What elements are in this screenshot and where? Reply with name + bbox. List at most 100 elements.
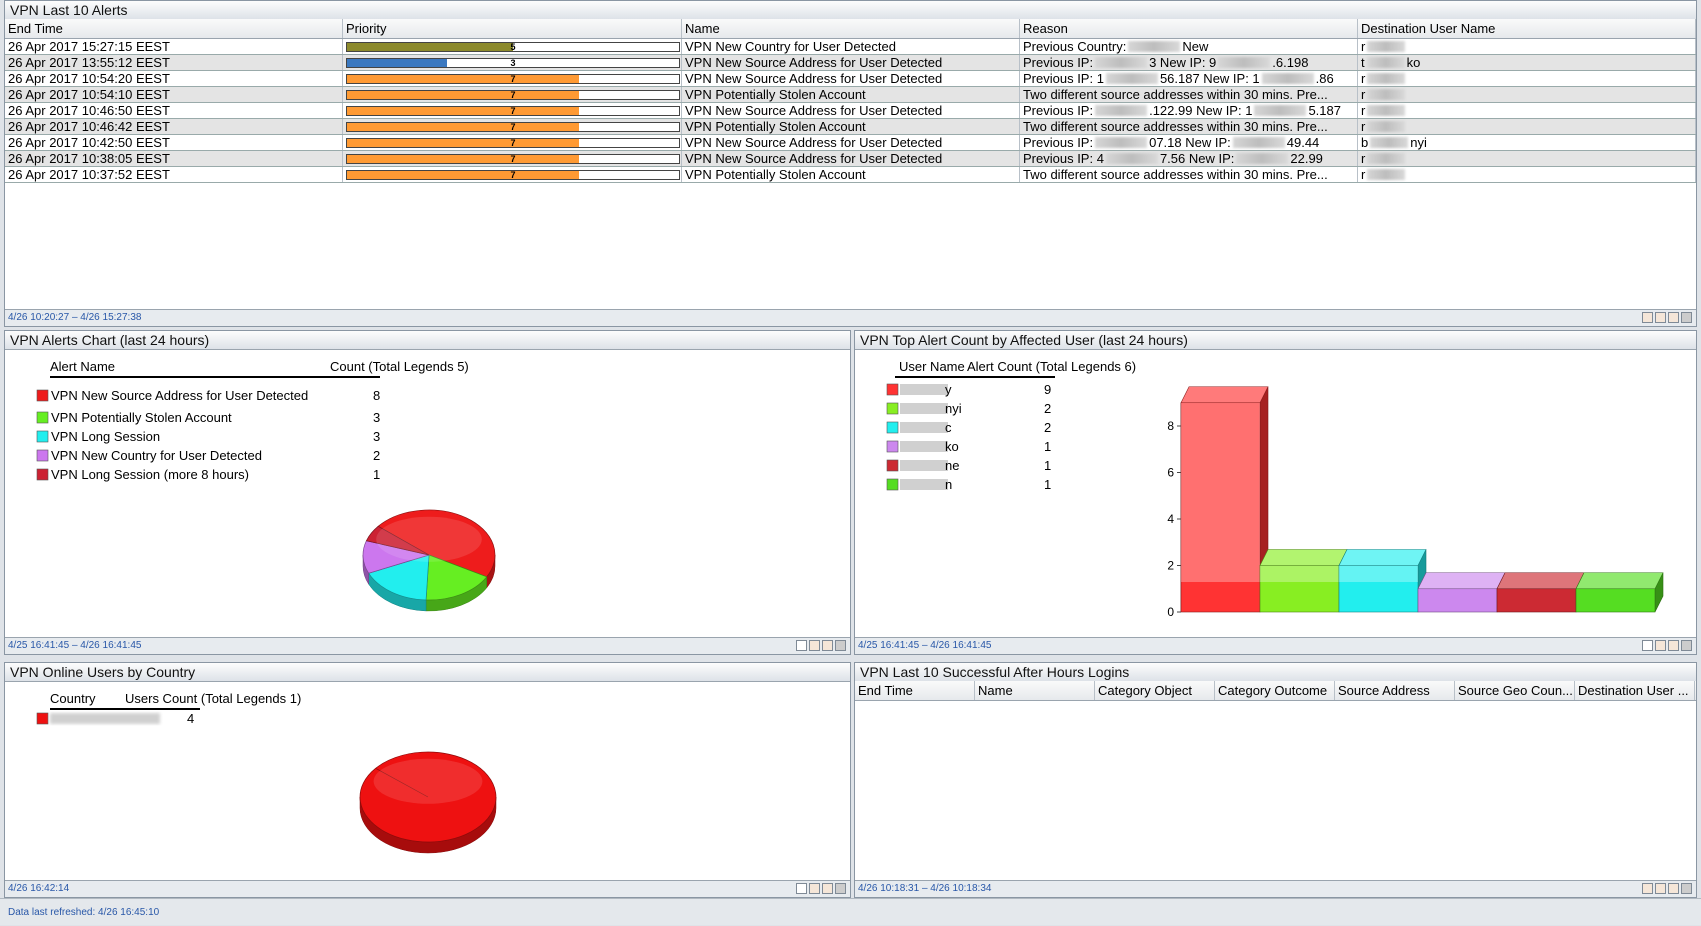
end-time-cell: 26 Apr 2017 13:55:12 EEST <box>5 55 343 70</box>
reason-text: New <box>1182 39 1209 54</box>
priority-value: 7 <box>510 74 516 84</box>
user-text: r <box>1361 167 1366 182</box>
priority-value: 7 <box>510 90 516 100</box>
panel-title: VPN Last 10 Alerts <box>5 1 1696 20</box>
panel-tools[interactable] <box>1642 883 1692 894</box>
name-cell: VPN Potentially Stolen Account <box>682 119 1020 134</box>
panel-tools[interactable] <box>796 883 846 894</box>
user-text: r <box>1361 87 1366 102</box>
alert-name: VPN New Source Address for User Detected <box>685 55 943 70</box>
priority-value: 7 <box>510 106 516 116</box>
priority-value: 7 <box>510 154 516 164</box>
panel-tools[interactable] <box>796 640 846 651</box>
bar-top <box>1575 572 1664 590</box>
user-text: r <box>1361 119 1366 134</box>
reason-text: Previous IP: <box>1023 103 1094 118</box>
panel-title: VPN Alerts Chart (last 24 hours) <box>5 331 850 350</box>
table-row: 26 Apr 2017 10:54:10 EEST 7 VPN Potentiall… <box>5 87 1696 103</box>
panel-tools[interactable] <box>1642 312 1692 323</box>
reason-text: Previous Country: <box>1023 39 1127 54</box>
alert-name: VPN Potentially Stolen Account <box>685 87 866 102</box>
reason-text: 07.18 New IP: <box>1149 135 1231 150</box>
table-header: End Time Priority Name Reason Destination Us… <box>5 19 1696 39</box>
redacted <box>900 460 948 471</box>
table-row: 26 Apr 2017 10:37:52 EEST 7 VPN Potentiall… <box>5 167 1696 183</box>
reason-text: Two different source addresses within 30… <box>1023 167 1328 182</box>
legend-count: 3 <box>373 429 380 444</box>
column-header: Source Address <box>1335 681 1455 700</box>
bar-top <box>1338 549 1427 566</box>
user-chart-panel: VPN Top Alert Count by Affected User (la… <box>854 330 1697 655</box>
redacted <box>1095 105 1148 116</box>
priority-track: 7 <box>346 154 680 164</box>
alert-name: VPN New Source Address for User Detected <box>685 135 943 150</box>
priority-track: 7 <box>346 170 680 180</box>
pie-slice <box>359 751 497 843</box>
bar-top <box>1496 572 1585 590</box>
redacted <box>1370 137 1409 148</box>
legend-label: ko <box>945 439 959 454</box>
redacted <box>1105 73 1158 84</box>
legend-label: VPN Long Session (more 8 hours) <box>51 467 249 482</box>
priority-track: 7 <box>346 74 680 84</box>
legend-count: 1 <box>1044 477 1051 492</box>
priority-value: 7 <box>510 122 516 132</box>
column-header: Priority <box>343 19 682 38</box>
redacted <box>1218 57 1271 68</box>
bar <box>1417 588 1498 613</box>
name-cell: VPN New Source Address for User Detected <box>682 151 1020 166</box>
reason-text: 7.56 New IP: <box>1159 151 1235 166</box>
reason-text: Two different source addresses within 30… <box>1023 119 1328 134</box>
reason-cell: Previous IP: .122.99 New IP: 1 5.187 <box>1020 103 1358 118</box>
priority-bar <box>347 43 513 51</box>
table-row: 26 Apr 2017 10:42:50 EEST 7 VPN New Source… <box>5 135 1696 151</box>
y-tick-label: 6 <box>1167 466 1174 480</box>
reason-text: 56.187 New IP: 1 <box>1159 71 1260 86</box>
redacted <box>900 403 948 414</box>
legend-label: n <box>945 477 952 492</box>
user-text: r <box>1361 39 1366 54</box>
name-cell: VPN New Source Address for User Detected <box>682 103 1020 118</box>
reason-text: Previous IP: 4 <box>1023 151 1104 166</box>
priority-cell: 7 <box>343 87 682 102</box>
redacted <box>900 479 948 490</box>
redacted <box>900 422 948 433</box>
alerts-panel: VPN Last 10 Alerts End Time Priority Name R… <box>4 0 1697 327</box>
panel-title: VPN Online Users by Country <box>5 663 850 682</box>
legend-swatch <box>886 440 899 453</box>
reason-cell: Two different source addresses within 30… <box>1020 87 1358 102</box>
priority-value: 3 <box>510 58 516 68</box>
reason-text: Previous IP: 1 <box>1023 71 1104 86</box>
end-time: 26 Apr 2017 10:37:52 EEST <box>8 167 170 182</box>
column-header: Source Geo Coun... <box>1455 681 1575 700</box>
reason-cell: Previous IP: 1 56.187 New IP: 1 .86 <box>1020 71 1358 86</box>
user-text: t <box>1361 55 1365 70</box>
user-text: b <box>1361 135 1369 150</box>
time-range-text: 4/26 16:42:14 <box>8 883 70 894</box>
reason-cell: Previous IP: 4 7.56 New IP: 22.99 <box>1020 151 1358 166</box>
redacted <box>1367 121 1406 132</box>
bar-shine <box>1181 402 1260 582</box>
priority-track: 7 <box>346 138 680 148</box>
redacted <box>900 441 948 452</box>
legend-swatch <box>886 402 899 415</box>
legend-label: VPN Potentially Stolen Account <box>51 410 232 425</box>
end-time: 26 Apr 2017 10:42:50 EEST <box>8 135 170 150</box>
bar-shine <box>1339 565 1418 582</box>
panel-tools[interactable] <box>1642 640 1692 651</box>
redacted <box>1128 41 1181 52</box>
end-time: 26 Apr 2017 10:46:50 EEST <box>8 103 170 118</box>
legend-swatch <box>36 468 49 481</box>
pie-chart: Alert Name Count (Total Legends 5) VPN New… <box>36 359 496 612</box>
end-time: 26 Apr 2017 10:38:05 EEST <box>8 151 170 166</box>
table-row: 26 Apr 2017 10:46:50 EEST 7 VPN New Source… <box>5 103 1696 119</box>
redacted <box>1095 137 1148 148</box>
name-cell: VPN New Country for User Detected <box>682 39 1020 54</box>
legend-label: c <box>945 420 952 435</box>
user-text: ko <box>1406 55 1421 70</box>
bar-shine <box>1260 565 1339 582</box>
priority-cell: 3 <box>343 55 682 70</box>
legend-swatch <box>886 383 899 396</box>
priority-bar <box>347 107 580 115</box>
reason-text: .86 <box>1315 71 1334 86</box>
